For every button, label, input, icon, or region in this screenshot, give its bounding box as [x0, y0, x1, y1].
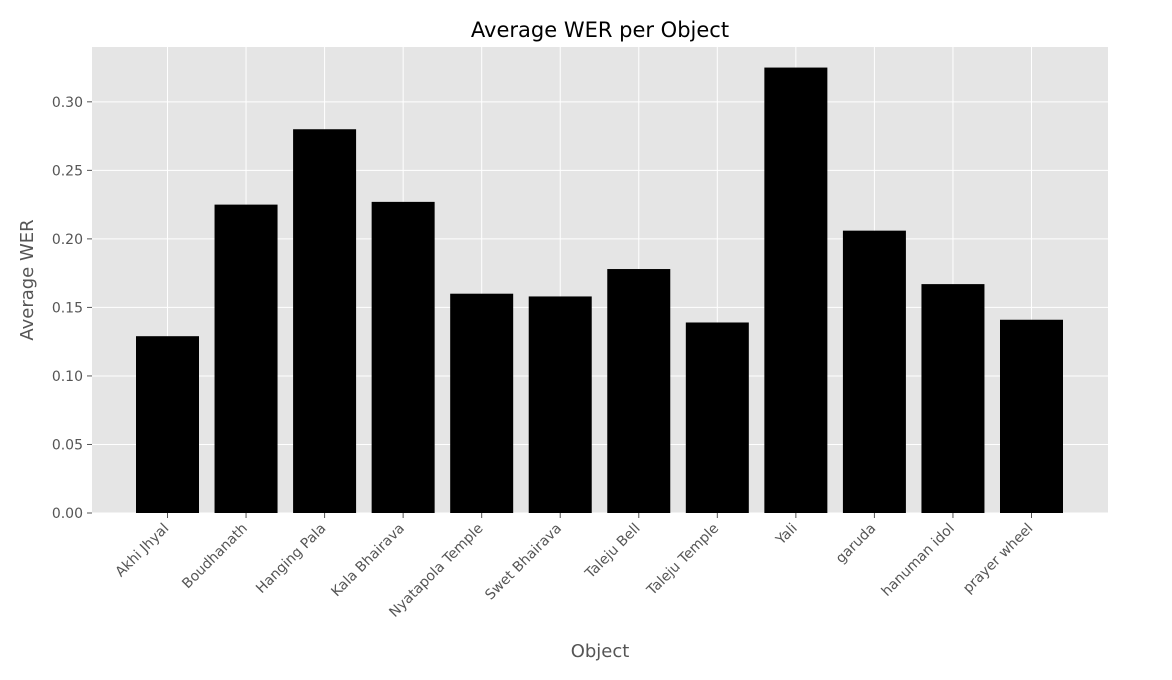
y-tick-label: 0.05: [52, 437, 83, 453]
bar: [607, 269, 671, 513]
bar: [450, 293, 514, 513]
bar: [293, 129, 357, 513]
x-tick-label: garuda: [833, 521, 879, 567]
x-axis-label: Object: [571, 641, 630, 662]
x-tick-label: hanuman idol: [879, 521, 958, 600]
bar: [136, 336, 199, 513]
y-tick-label: 0.00: [52, 506, 83, 522]
bar: [921, 284, 985, 513]
x-tick-label: Yali: [772, 521, 800, 549]
x-tick-label: Hanging Pala: [253, 521, 329, 597]
bar: [528, 296, 592, 513]
bars: [136, 67, 1063, 514]
bar: [764, 67, 828, 513]
chart-title: Average WER per Object: [471, 18, 729, 42]
x-tick-label: prayer wheel: [960, 521, 1036, 597]
y-tick-label: 0.15: [52, 300, 83, 316]
y-tick-label: 0.10: [52, 369, 83, 385]
y-tick-label: 0.20: [52, 232, 83, 248]
y-axis-ticks: 0.00 0.05 0.10 0.15 0.20 0.25 0.30: [52, 95, 92, 522]
x-tick-label: Kala Bhairava: [328, 521, 408, 601]
bar: [685, 322, 749, 513]
y-tick-label: 0.25: [52, 163, 83, 179]
y-axis-label: Average WER: [17, 219, 38, 340]
bar: [214, 204, 278, 513]
x-tick-label: Akhi Jhyal: [112, 521, 172, 581]
x-tick-label: Taleju Bell: [582, 521, 644, 583]
bar: [1000, 319, 1063, 513]
x-tick-label: Taleju Temple: [643, 521, 722, 600]
bar: [371, 201, 435, 513]
y-tick-label: 0.30: [52, 95, 83, 111]
x-tick-label: Swet Bhairava: [482, 521, 565, 604]
bar: [842, 230, 906, 514]
x-tick-label: Boudhanath: [179, 521, 251, 593]
